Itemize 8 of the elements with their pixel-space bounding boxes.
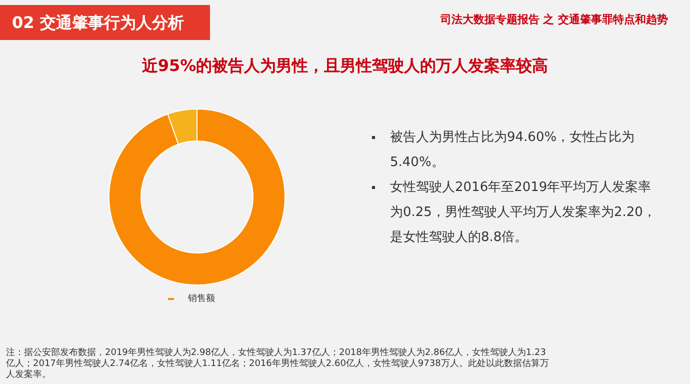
annotation: 女性驾驶人2016年至2019年平均万人发案率为0.25，男性驾驶人平均万人发案率为2.20，是女性驾驶人的8.8倍。 (370, 175, 660, 250)
legend-label: 销售额 (188, 294, 215, 304)
subtitle: 02 交通肇事行为人分析 (0, 5, 210, 40)
annotation: 注：据公安部发布数据，2019年男性驾驶人为2.98亿人，女性驾驶人为1.37亿人；2018年男性驾驶人为2.86亿人，女性驾驶人为1.23亿人；2017年男性驾驶人2.74亿名，女性驾驶人1.11亿名；2016年男性驾驶人2.60亿人，女性驾驶人9738万人。此处以此数据估算万人发案率。 (6, 348, 550, 381)
title: 近95%的被告人为男性，且男性驾驶人的万人发案率较高 (140, 56, 550, 77)
legend: 销售额 (168, 292, 215, 305)
annotation: 被告人为男性占比为94.60%，女性占比为5.40%。 (370, 125, 660, 175)
annotation: 司法大数据专题报告 之 交通肇事罪特点和趋势 (440, 12, 668, 27)
